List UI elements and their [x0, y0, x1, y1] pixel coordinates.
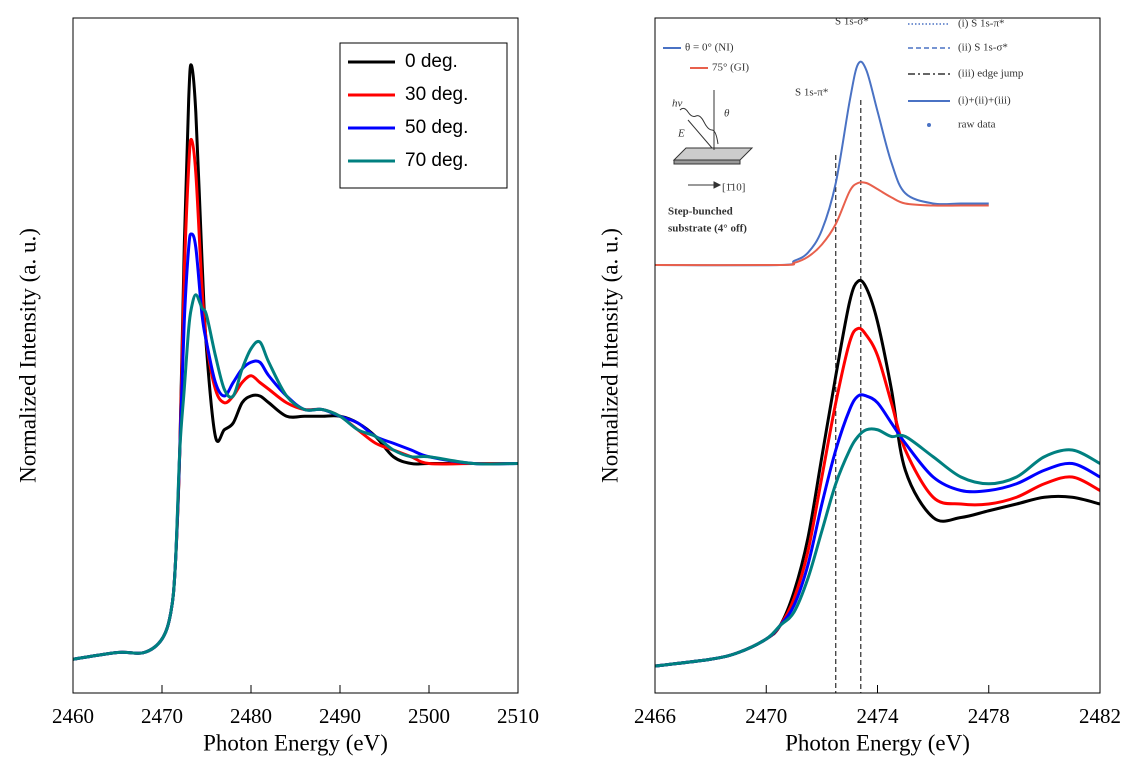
series-line — [655, 427, 1100, 668]
inset-annotation: substrate (4° off) — [668, 223, 747, 235]
inset-legend-samples — [908, 23, 950, 127]
x-tick-label: 2480 — [230, 704, 272, 728]
geometry-sketch — [672, 90, 754, 189]
x-axis-title: Photon Energy (eV) — [785, 730, 970, 755]
x-tick-label: 2490 — [319, 704, 361, 728]
x-tick-label: 2482 — [1079, 704, 1121, 728]
inset-annotation: [1̄10] — [722, 182, 745, 194]
inset-annotation: S 1s-σ* — [835, 16, 869, 28]
polarization — [687, 119, 713, 149]
panel: 2460 2470 2480 2490 2500 2510 Photon Energy (e… — [15, 17, 539, 755]
photon-wave — [679, 107, 719, 145]
plot-frame — [654, 17, 1101, 694]
series-line — [655, 326, 1100, 668]
inset-legend-label: 75° (GI) — [712, 62, 749, 74]
substrate — [672, 147, 754, 161]
legend-label: 0 deg. — [405, 51, 458, 72]
panel: 2466 2470 2474 2478 2482 Photon Energy (eV) No… — [597, 16, 1121, 755]
inset-annotation: hν — [672, 98, 683, 110]
plot-area — [73, 63, 518, 661]
inset-annotation: (i) S 1s-π* — [958, 18, 1005, 30]
series-line — [655, 60, 989, 267]
plot-area: θ = 0° (NI) 75° (GI) S 1s-σ* S 1s-π* (i) S 1… — [655, 16, 1100, 693]
inset-annotation: S 1s-π* — [795, 87, 828, 99]
x-tick-label: 2474 — [857, 704, 900, 728]
inset-annotation: E — [677, 128, 685, 140]
inset-annotation: (i)+(ii)+(iii) — [958, 95, 1011, 107]
x-tick-label: 2466 — [634, 704, 676, 728]
series-line — [655, 278, 1100, 668]
plot-frame — [72, 17, 519, 694]
series-line — [655, 181, 989, 267]
series-line — [655, 393, 1100, 668]
arrow-head — [713, 181, 722, 189]
x-tick-label: 2470 — [745, 704, 787, 728]
x-tick-label: 2470 — [141, 704, 183, 728]
inset-legend-label: θ = 0° (NI) — [685, 42, 734, 54]
series-line — [73, 137, 518, 661]
x-tick-label: 2460 — [52, 704, 94, 728]
substrate-edge — [673, 159, 741, 165]
inset-annotation: Step-bunched — [668, 206, 733, 218]
legend-label: 50 deg. — [405, 117, 468, 138]
inset-annotation: raw data — [958, 119, 996, 131]
legend-label: 30 deg. — [405, 84, 468, 105]
inset: θ = 0° (NI) 75° (GI) S 1s-σ* S 1s-π* (i) S 1… — [655, 16, 1024, 267]
legend-box — [339, 42, 508, 189]
x-tick-label: 2500 — [408, 704, 450, 728]
series-line — [73, 293, 518, 661]
x-axis-title: Photon Energy (eV) — [203, 730, 388, 755]
y-axis-title: Normalized Intensity (a. u.) — [597, 228, 622, 483]
legend-label: 70 deg. — [405, 150, 468, 171]
inset-annotation: θ — [724, 108, 730, 120]
x-tick-label: 2510 — [497, 704, 539, 728]
inset-annotation: (iii) edge jump — [958, 68, 1024, 80]
x-tick-label: 2478 — [968, 704, 1010, 728]
inset-annotation: (ii) S 1s-σ* — [958, 42, 1008, 54]
legend-sample — [927, 123, 931, 127]
y-axis-title: Normalized Intensity (a. u.) — [15, 228, 40, 483]
series-line — [73, 232, 518, 661]
